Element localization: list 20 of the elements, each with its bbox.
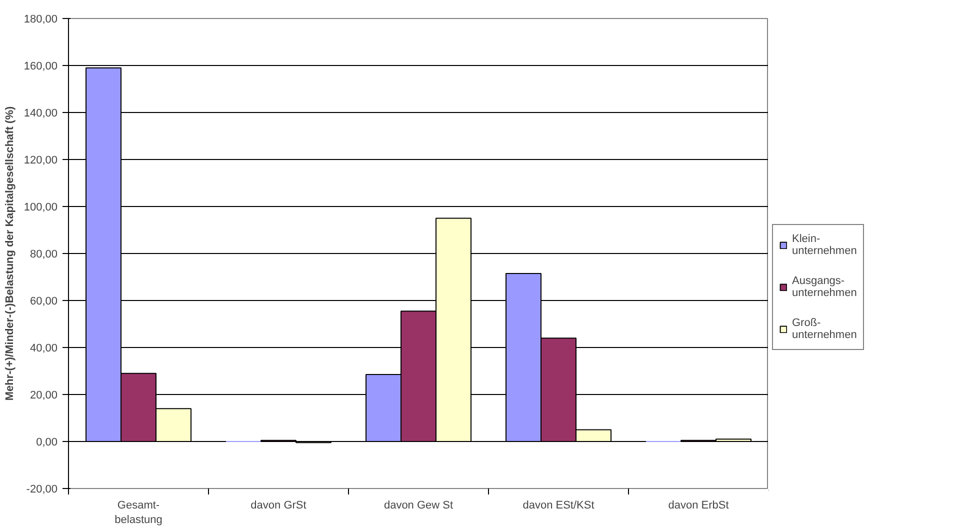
y-tick-label: 180,00 — [24, 14, 58, 26]
y-tick-label: 100,00 — [24, 202, 58, 214]
x-tick-label: davon ErbSt — [668, 500, 729, 512]
y-tick-label: 40,00 — [30, 342, 58, 354]
y-tick-label: 0,00 — [36, 436, 58, 448]
y-tick-label: 120,00 — [24, 154, 58, 166]
legend-label: Ausgangs- unternehmen — [792, 274, 857, 301]
y-tick-label: 60,00 — [30, 296, 58, 308]
x-tick-label: davon GrSt — [250, 500, 306, 512]
x-tick-label: davon Gew St — [384, 500, 454, 512]
y-tick-label: -20,00 — [26, 484, 58, 496]
y-tick-label: 140,00 — [24, 108, 58, 120]
y-tick-label: 80,00 — [30, 248, 58, 260]
x-tick-label: davon ESt/KSt — [522, 500, 594, 512]
x-tick-label: Gesamt- belastung — [114, 500, 162, 526]
y-axis-title: Mehr-(+)/Minder-(-)Belastung der Kapitalgesellschaft (%) — [4, 106, 16, 401]
y-tick-label: 160,00 — [24, 60, 58, 72]
y-tick-label: 20,00 — [30, 390, 58, 402]
legend-label: Groß- unternehmen — [792, 316, 857, 343]
legend-label: Klein- unternehmen — [792, 232, 857, 259]
